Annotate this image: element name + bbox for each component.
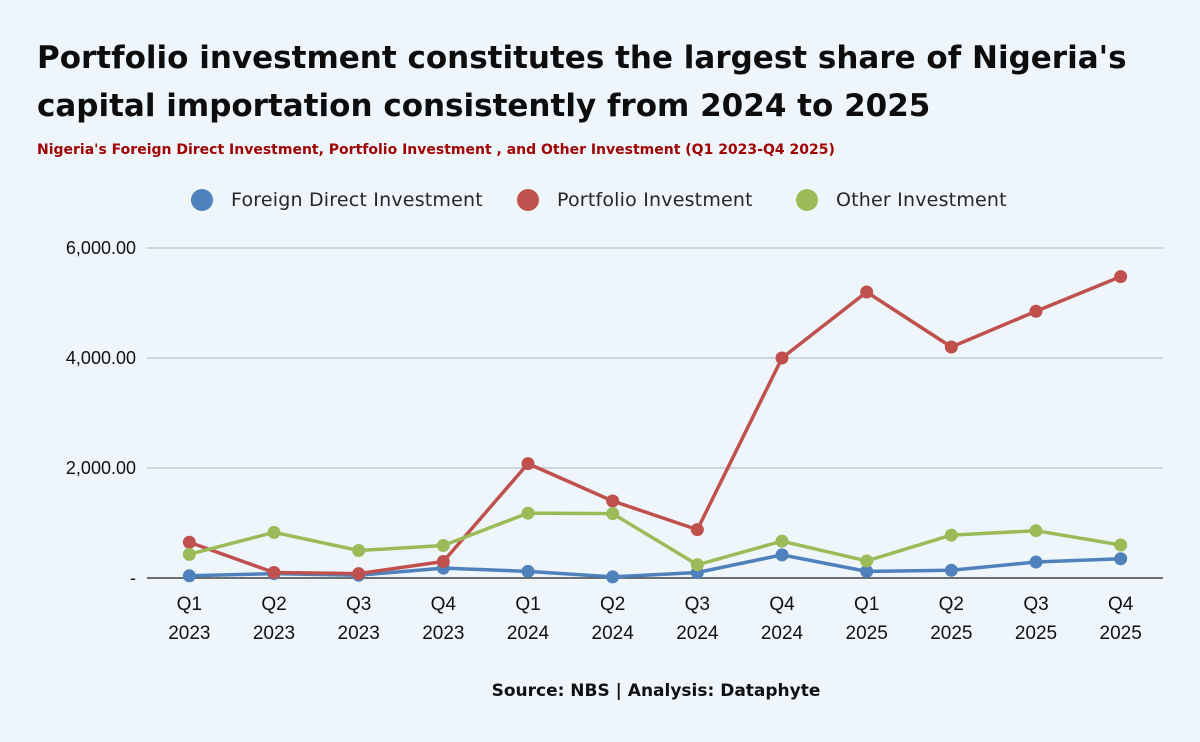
legend-item-other: Other Investment bbox=[796, 186, 1007, 214]
data-point-portfolio-6 bbox=[690, 523, 704, 537]
data-point-other-2 bbox=[352, 544, 366, 557]
data-point-portfolio-5 bbox=[606, 494, 620, 508]
data-point-fdi-5 bbox=[606, 570, 620, 584]
data-point-other-1 bbox=[267, 525, 281, 539]
data-point-portfolio-3 bbox=[436, 555, 450, 568]
data-point-portfolio-1 bbox=[267, 566, 281, 579]
x-tick-label-year-9: 2025 bbox=[930, 623, 972, 644]
x-tick-label-quarter-3: Q4 bbox=[431, 594, 457, 615]
legend-marker-other bbox=[796, 189, 818, 211]
x-tick-label-quarter-4: Q1 bbox=[515, 594, 540, 615]
data-point-portfolio-0 bbox=[182, 535, 196, 549]
series-line-portfolio bbox=[187, 274, 1123, 576]
data-point-portfolio-9 bbox=[944, 340, 958, 354]
data-point-fdi-4 bbox=[521, 564, 535, 578]
legend-label-fdi: Foreign Direct Investment bbox=[231, 189, 483, 211]
x-tick-label-quarter-6: Q3 bbox=[685, 594, 710, 615]
data-point-other-10 bbox=[1029, 524, 1043, 538]
x-tick-label-quarter-11: Q4 bbox=[1108, 594, 1134, 615]
data-point-fdi-11 bbox=[1114, 552, 1128, 566]
x-tick-label-year-8: 2025 bbox=[846, 623, 888, 644]
data-point-portfolio-7 bbox=[775, 351, 789, 365]
x-tick-label-quarter-9: Q2 bbox=[939, 594, 964, 615]
x-tick-label-year-3: 2023 bbox=[422, 623, 464, 644]
x-tick-label-year-11: 2025 bbox=[1100, 623, 1142, 644]
x-tick-label-year-7: 2024 bbox=[761, 623, 804, 644]
legend-label-portfolio: Portfolio Investment bbox=[557, 189, 753, 211]
x-tick-label-year-0: 2023 bbox=[168, 623, 210, 644]
x-tick-label-year-2: 2023 bbox=[338, 623, 380, 644]
legend: Foreign Direct Investment Portfolio Inve… bbox=[0, 186, 1200, 214]
x-tick-label-year-6: 2024 bbox=[676, 623, 719, 644]
x-tick-label-quarter-7: Q4 bbox=[769, 594, 795, 615]
source-note: Source: NBS | Analysis: Dataphyte bbox=[491, 681, 821, 701]
data-point-other-11 bbox=[1114, 538, 1128, 552]
data-point-portfolio-10 bbox=[1029, 304, 1043, 318]
data-point-other-6 bbox=[690, 558, 704, 572]
x-tick-label-quarter-8: Q1 bbox=[854, 594, 879, 615]
data-point-portfolio-4 bbox=[521, 457, 535, 471]
legend-item-fdi: Foreign Direct Investment bbox=[191, 186, 483, 214]
legend-label-other: Other Investment bbox=[836, 189, 1007, 211]
data-point-fdi-8 bbox=[860, 564, 874, 578]
y-tick-label-3: 6,000.00 bbox=[66, 238, 136, 258]
data-point-fdi-0 bbox=[182, 569, 196, 583]
series-line-other bbox=[187, 511, 1123, 567]
data-point-other-3 bbox=[436, 539, 450, 553]
data-point-other-5 bbox=[606, 507, 620, 521]
data-point-portfolio-11 bbox=[1114, 270, 1128, 284]
chart-title: Portfolio investment constitutes the lar… bbox=[37, 40, 1127, 124]
data-point-other-0 bbox=[182, 547, 196, 561]
x-tick-label-year-10: 2025 bbox=[1015, 623, 1057, 644]
x-tick-label-quarter-2: Q3 bbox=[346, 594, 371, 615]
data-point-fdi-7 bbox=[775, 548, 789, 562]
legend-marker-portfolio bbox=[517, 189, 539, 211]
x-tick-label-quarter-10: Q3 bbox=[1023, 594, 1048, 615]
data-point-other-9 bbox=[944, 528, 958, 542]
legend-marker-fdi bbox=[191, 189, 213, 211]
y-tick-label-1: 2,000.00 bbox=[66, 458, 136, 478]
data-point-fdi-9 bbox=[944, 563, 958, 577]
x-tick-label-year-5: 2024 bbox=[592, 623, 635, 644]
legend-item-portfolio: Portfolio Investment bbox=[517, 186, 753, 214]
chart-subtitle: Nigeria's Foreign Direct Investment, Por… bbox=[37, 142, 835, 158]
data-point-other-4 bbox=[521, 506, 535, 520]
data-point-other-8 bbox=[860, 554, 874, 568]
data-point-portfolio-8 bbox=[860, 285, 874, 299]
x-tick-label-year-4: 2024 bbox=[507, 623, 550, 644]
x-tick-label-year-1: 2023 bbox=[253, 623, 295, 644]
x-tick-label-quarter-1: Q2 bbox=[261, 594, 286, 615]
data-point-fdi-10 bbox=[1029, 555, 1043, 569]
y-tick-label-0: - bbox=[130, 568, 136, 588]
y-tick-label-2: 4,000.00 bbox=[66, 348, 136, 368]
x-tick-label-quarter-5: Q2 bbox=[600, 594, 625, 615]
data-point-other-7 bbox=[775, 534, 789, 548]
data-point-portfolio-2 bbox=[352, 567, 366, 581]
x-tick-label-quarter-0: Q1 bbox=[177, 594, 202, 615]
